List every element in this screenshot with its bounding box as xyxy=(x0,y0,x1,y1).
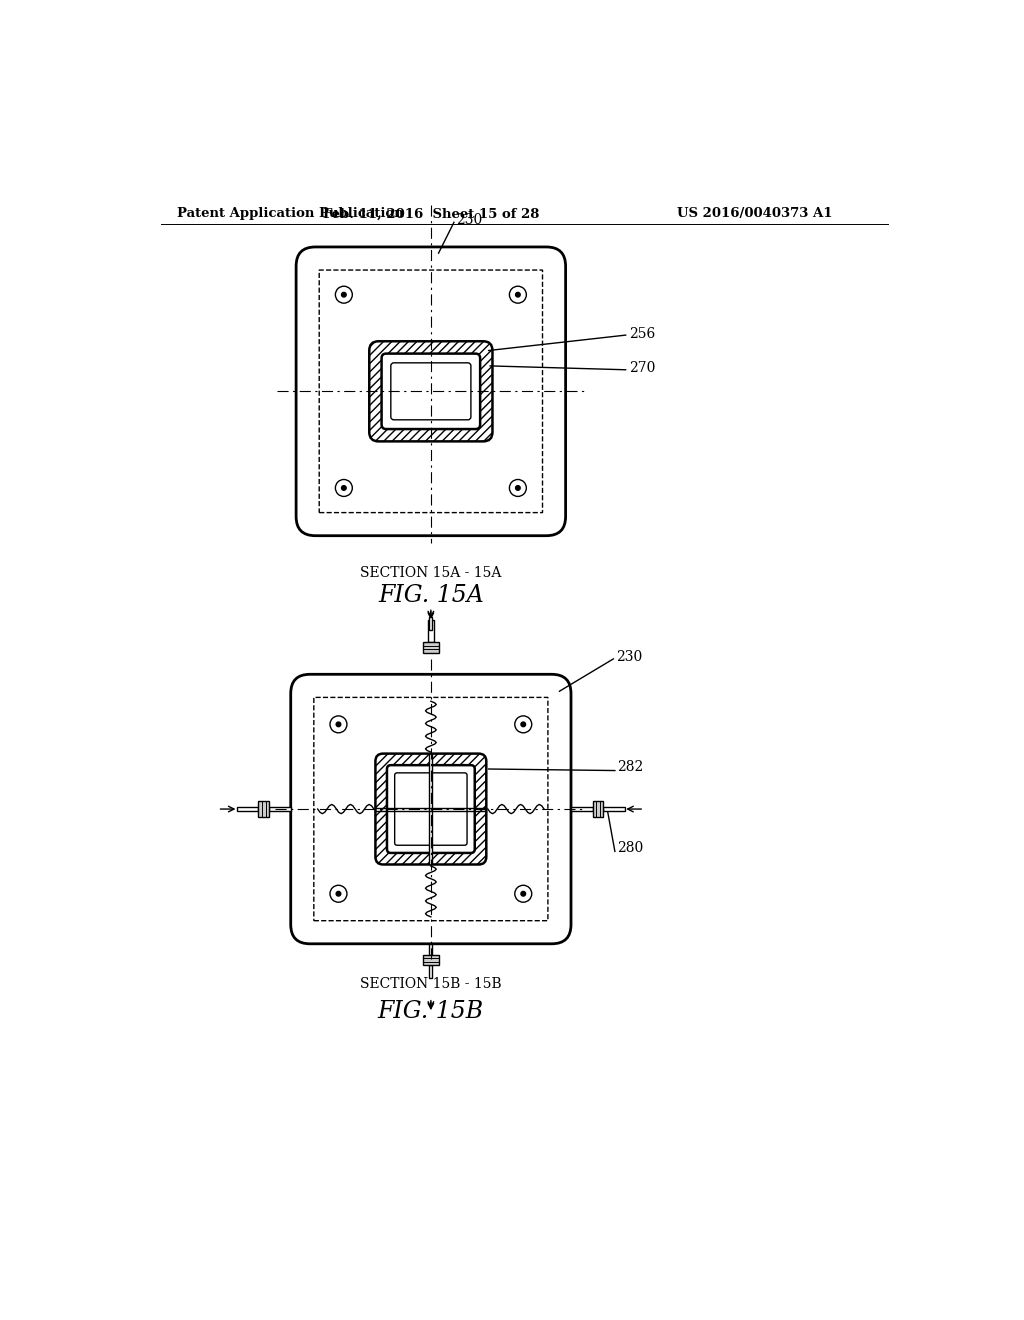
Circle shape xyxy=(336,891,341,896)
Text: 230: 230 xyxy=(615,651,642,664)
Bar xyxy=(237,807,258,812)
Text: 256: 256 xyxy=(629,326,655,341)
Bar xyxy=(423,954,438,965)
Circle shape xyxy=(336,722,341,726)
Bar xyxy=(429,754,432,865)
Bar xyxy=(593,801,603,817)
Circle shape xyxy=(515,486,520,490)
Bar xyxy=(423,642,438,653)
Text: 282: 282 xyxy=(617,760,643,774)
Text: 270: 270 xyxy=(629,362,655,375)
FancyBboxPatch shape xyxy=(291,675,571,944)
FancyBboxPatch shape xyxy=(382,354,480,429)
FancyBboxPatch shape xyxy=(370,342,493,441)
Text: SECTION 15A - 15A: SECTION 15A - 15A xyxy=(360,566,502,579)
Circle shape xyxy=(521,722,525,726)
Bar xyxy=(429,618,432,630)
FancyBboxPatch shape xyxy=(296,247,565,536)
Circle shape xyxy=(521,891,525,896)
Circle shape xyxy=(342,293,346,297)
Bar xyxy=(429,944,432,954)
Text: SECTION 15B - 15B: SECTION 15B - 15B xyxy=(360,977,502,991)
Circle shape xyxy=(515,293,520,297)
Bar xyxy=(269,807,291,812)
FancyBboxPatch shape xyxy=(376,754,486,865)
Circle shape xyxy=(342,486,346,490)
FancyBboxPatch shape xyxy=(387,766,475,853)
FancyBboxPatch shape xyxy=(394,774,467,845)
Text: 280: 280 xyxy=(617,841,643,854)
Bar xyxy=(428,620,434,642)
Bar xyxy=(603,807,625,812)
FancyBboxPatch shape xyxy=(391,363,471,420)
Text: FIG. 15B: FIG. 15B xyxy=(378,1001,484,1023)
Bar xyxy=(258,801,269,817)
Text: Patent Application Publication: Patent Application Publication xyxy=(177,207,403,220)
Text: US 2016/0040373 A1: US 2016/0040373 A1 xyxy=(677,207,833,220)
Bar xyxy=(571,807,593,812)
Text: FIG. 15A: FIG. 15A xyxy=(378,585,483,607)
Text: 230: 230 xyxy=(457,213,482,227)
Bar xyxy=(429,965,432,978)
Text: Feb. 11, 2016  Sheet 15 of 28: Feb. 11, 2016 Sheet 15 of 28 xyxy=(323,207,539,220)
